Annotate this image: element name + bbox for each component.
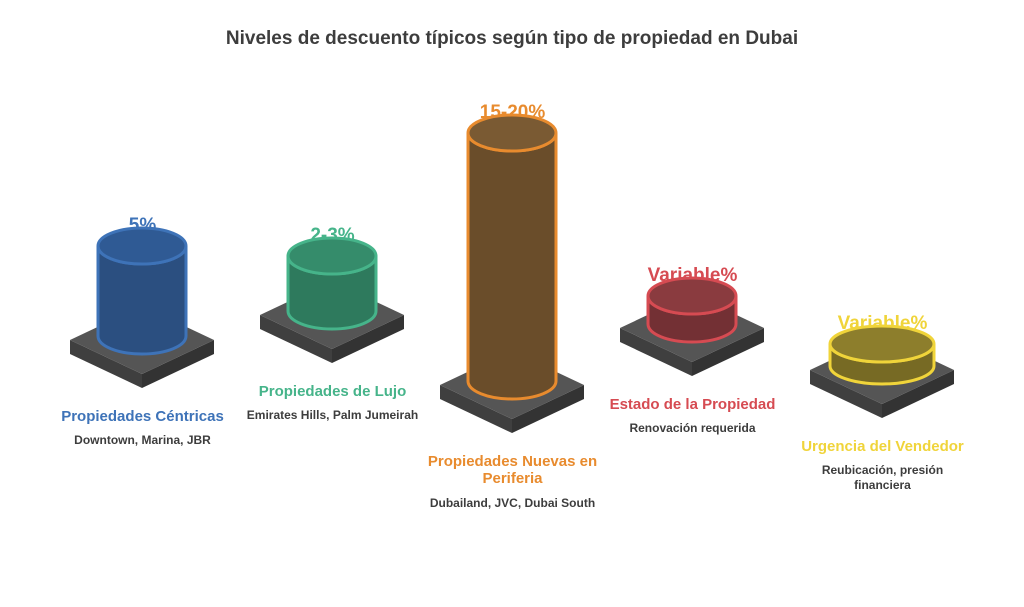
cylinder-icon (605, 60, 780, 382)
chart-title: Niveles de descuento típicos según tipo … (0, 28, 1024, 50)
column-urgencia: Variable% Urgencia del Vendedor Reubicac… (795, 60, 970, 600)
category-subtitle: Emirates Hills, Palm Jumeirah (245, 408, 420, 423)
cylinder-icon (425, 60, 600, 439)
category-name: Propiedades Céntricas (55, 408, 230, 425)
column-centricas: 5% Propiedades Céntricas Downtown, Marin… (55, 60, 230, 600)
cylinder-icon (795, 60, 970, 424)
category-subtitle: Reubicación, presión financiera (795, 463, 970, 493)
column-lujo: 2-3% Propiedades de Lujo Emirates Hills,… (245, 60, 420, 600)
category-name: Propiedades Nuevas en Periferia (425, 453, 600, 488)
column-periferia: 15-20% Propiedades Nuevas en Periferia D… (425, 60, 600, 600)
cylinder-chart-stage: 5% Propiedades Céntricas Downtown, Marin… (0, 60, 1024, 607)
cylinder-icon (245, 60, 420, 369)
category-subtitle: Downtown, Marina, JBR (55, 433, 230, 448)
category-name: Estado de la Propiedad (605, 396, 780, 413)
cylinder-icon (55, 60, 230, 394)
category-name: Propiedades de Lujo (245, 383, 420, 400)
column-estado: Variable% Estado de la Propiedad Renovac… (605, 60, 780, 600)
category-subtitle: Dubailand, JVC, Dubai South (425, 496, 600, 511)
category-subtitle: Renovación requerida (605, 421, 780, 436)
category-name: Urgencia del Vendedor (795, 438, 970, 455)
